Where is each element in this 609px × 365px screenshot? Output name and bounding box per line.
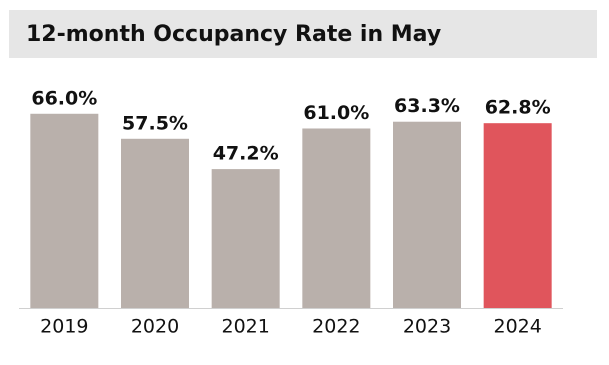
x-tick-label: 2020 — [131, 316, 179, 338]
x-tick-label: 2023 — [403, 316, 451, 338]
bar — [211, 169, 280, 308]
bar — [483, 123, 552, 308]
bar — [121, 138, 189, 308]
bar — [393, 121, 461, 309]
x-tick-label: 2019 — [40, 316, 88, 338]
value-label: 57.5% — [122, 112, 188, 134]
value-label: 62.8% — [485, 97, 551, 119]
value-label: 47.2% — [213, 143, 279, 165]
value-label: 61.0% — [303, 102, 369, 124]
value-label: 66.0% — [31, 87, 97, 109]
bar — [302, 128, 371, 308]
value-label: 63.3% — [394, 95, 460, 117]
x-tick-label: 2024 — [493, 316, 541, 338]
chart-title: 12-month Occupancy Rate in May — [26, 22, 441, 47]
x-tick-label: 2022 — [312, 316, 360, 338]
bar — [30, 113, 99, 309]
title-band — [9, 10, 597, 58]
x-tick-label: 2021 — [221, 316, 269, 338]
